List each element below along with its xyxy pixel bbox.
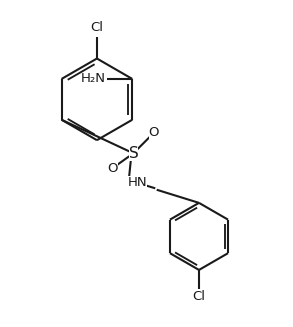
Text: Cl: Cl bbox=[91, 21, 103, 34]
Text: O: O bbox=[108, 162, 118, 175]
Text: HN: HN bbox=[127, 176, 147, 189]
Text: O: O bbox=[149, 126, 159, 139]
Text: Cl: Cl bbox=[193, 290, 205, 303]
Text: H₂N: H₂N bbox=[81, 73, 106, 85]
Text: S: S bbox=[129, 146, 138, 161]
